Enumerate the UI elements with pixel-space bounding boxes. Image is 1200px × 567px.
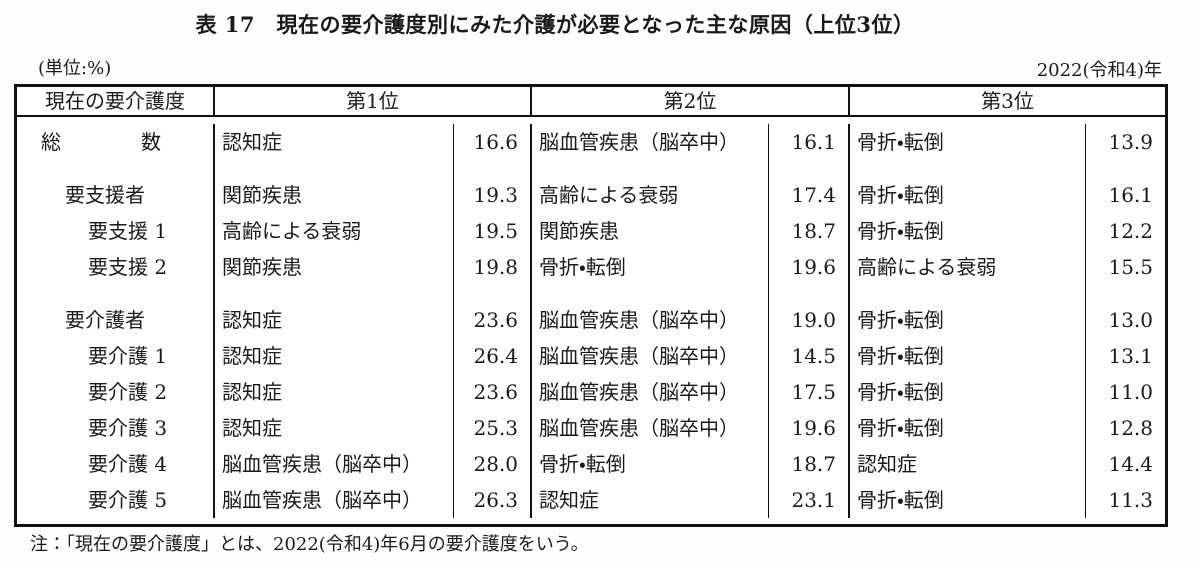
rank3-cause-cell: 骨折・転倒: [848, 482, 1085, 518]
rank2-cause-cell: 関節疾患: [530, 213, 768, 249]
rank1-cause-cell: 認知症: [213, 124, 453, 160]
level-cell: 要支援 2: [88, 255, 168, 279]
spacer-cell: [213, 160, 453, 177]
rank2-cause-cell: 認知症: [530, 482, 768, 518]
rank2-value-cell: 23.1: [768, 482, 848, 518]
rank3-value-cell: 12.8: [1085, 410, 1165, 446]
rank2-cause-cell: 脳血管疾患（脳卒中）: [530, 374, 768, 410]
year-label: 2022(令和4)年: [1036, 60, 1162, 81]
rank2-cause-cell: 高齢による衰弱: [530, 177, 768, 213]
rank3-value-cell: 11.0: [1085, 374, 1165, 410]
rank2-value-cell: 17.4: [768, 177, 848, 213]
rank1-value-cell: 23.6: [453, 302, 530, 338]
rank1-cause-cell: 脳血管疾患（脳卒中）: [213, 446, 453, 482]
level-cell: 要介護 5: [88, 488, 168, 512]
level-cell: 総数: [17, 124, 213, 160]
spacer-cell: [768, 160, 848, 177]
rank3-cause-cell: 認知症: [848, 446, 1085, 482]
rank3-cause-cell: 高齢による衰弱: [848, 249, 1085, 285]
rank2-value-cell: 14.5: [768, 338, 848, 374]
rank1-cause-cell: 関節疾患: [213, 177, 453, 213]
rank2-cause-cell: 脳血管疾患（脳卒中）: [530, 338, 768, 374]
rank1-cause-cell: 認知症: [213, 338, 453, 374]
rank1-value-cell: 23.6: [453, 374, 530, 410]
rank1-value-cell: 26.4: [453, 338, 530, 374]
rank1-cause-cell: 関節疾患: [213, 249, 453, 285]
rank3-value-cell: 13.1: [1085, 338, 1165, 374]
rank1-cause-cell: 認知症: [213, 302, 453, 338]
header-current-care-level: 現在の要介護度: [45, 89, 185, 113]
rank3-cause-cell: 骨折・転倒: [848, 338, 1085, 374]
rank2-cause-cell: 脳血管疾患（脳卒中）: [530, 302, 768, 338]
rank1-cause-cell: 認知症: [213, 410, 453, 446]
rank2-value-cell: 16.1: [768, 124, 848, 160]
header-rank-2: 第2位: [530, 87, 848, 115]
rank3-value-cell: 13.9: [1085, 124, 1165, 160]
table-title: 表 17 現在の要介護度別にみた介護が必要となった主な原因（上位3位）: [195, 12, 915, 37]
level-cell: 要介護 4: [88, 452, 168, 476]
rank2-cause-cell: 骨折・転倒: [530, 446, 768, 482]
care-level-causes-table: 現在の要介護度 第1位 第2位 第3位 総数認知症 16.6 脳血管疾患（脳卒中） 1…: [14, 84, 1168, 527]
spacer-cell: [453, 285, 530, 302]
rank1-value-cell: 25.3: [453, 410, 530, 446]
rank2-value-cell: 19.6: [768, 249, 848, 285]
rank3-value-cell: 11.3: [1085, 482, 1165, 518]
header-rank-3: 第3位: [848, 87, 1165, 115]
rank2-value-cell: 18.7: [768, 213, 848, 249]
table-body: 総数認知症 16.6 脳血管疾患（脳卒中） 16.1 骨折・転倒 13.9 要支援者 関節疾患…: [17, 117, 1165, 524]
header-rank-1: 第1位: [213, 87, 530, 115]
spacer-cell: [848, 285, 1085, 302]
rank2-value-cell: 19.0: [768, 302, 848, 338]
spacer-cell: [17, 160, 213, 177]
rank3-value-cell: 12.2: [1085, 213, 1165, 249]
rank1-value-cell: 19.5: [453, 213, 530, 249]
spacer-cell: [848, 160, 1085, 177]
level-cell: 要介護 1: [88, 344, 168, 368]
rank2-cause-cell: 脳血管疾患（脳卒中）: [530, 124, 768, 160]
rank2-value-cell: 17.5: [768, 374, 848, 410]
rank3-value-cell: 16.1: [1085, 177, 1165, 213]
rank3-cause-cell: 骨折・転倒: [848, 374, 1085, 410]
rank3-cause-cell: 骨折・転倒: [848, 124, 1085, 160]
rank3-cause-cell: 骨折・転倒: [848, 177, 1085, 213]
rank3-cause-cell: 骨折・転倒: [848, 302, 1085, 338]
level-cell: 要介護者: [65, 308, 145, 332]
level-cell: 要支援 1: [88, 219, 168, 243]
rank1-value-cell: 28.0: [453, 446, 530, 482]
spacer-cell: [1085, 285, 1165, 302]
rank2-cause-cell: 脳血管疾患（脳卒中）: [530, 410, 768, 446]
rank3-cause-cell: 骨折・転倒: [848, 410, 1085, 446]
rank1-value-cell: 16.6: [453, 124, 530, 160]
rank3-value-cell: 14.4: [1085, 446, 1165, 482]
rank1-cause-cell: 高齢による衰弱: [213, 213, 453, 249]
spacer-cell: [453, 160, 530, 177]
spacer-cell: [768, 285, 848, 302]
spacer-cell: [1085, 160, 1165, 177]
unit-label: (単位:%): [38, 58, 112, 79]
level-cell: 要介護 3: [88, 416, 168, 440]
table-header-row: 現在の要介護度 第1位 第2位 第3位: [17, 87, 1165, 117]
spacer-cell: [17, 285, 213, 302]
rank3-value-cell: 13.0: [1085, 302, 1165, 338]
level-cell: 要介護 2: [88, 380, 168, 404]
rank1-cause-cell: 認知症: [213, 374, 453, 410]
rank1-value-cell: 19.8: [453, 249, 530, 285]
rank3-value-cell: 15.5: [1085, 249, 1165, 285]
spacer-cell: [530, 285, 768, 302]
footnote: 注：「現在の要介護度」とは、2022(令和4)年6月の要介護度をいう。: [30, 534, 589, 555]
spacer-cell: [213, 285, 453, 302]
rank1-cause-cell: 脳血管疾患（脳卒中）: [213, 482, 453, 518]
spread-label: 総数: [41, 130, 161, 154]
level-cell: 要支援者: [65, 183, 145, 207]
rank1-value-cell: 19.3: [453, 177, 530, 213]
rank2-value-cell: 18.7: [768, 446, 848, 482]
rank3-cause-cell: 骨折・転倒: [848, 213, 1085, 249]
rank2-cause-cell: 骨折・転倒: [530, 249, 768, 285]
rank2-value-cell: 19.6: [768, 410, 848, 446]
rank1-value-cell: 26.3: [453, 482, 530, 518]
spacer-cell: [530, 160, 768, 177]
